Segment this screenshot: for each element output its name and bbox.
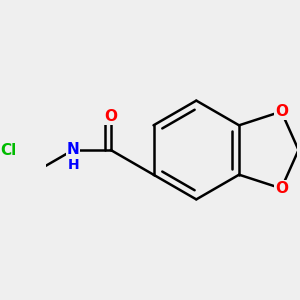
Text: H: H: [68, 158, 79, 172]
Text: N: N: [67, 142, 80, 158]
Text: O: O: [275, 181, 288, 196]
Text: O: O: [275, 104, 288, 119]
Text: Cl: Cl: [0, 142, 16, 158]
Text: O: O: [104, 109, 117, 124]
